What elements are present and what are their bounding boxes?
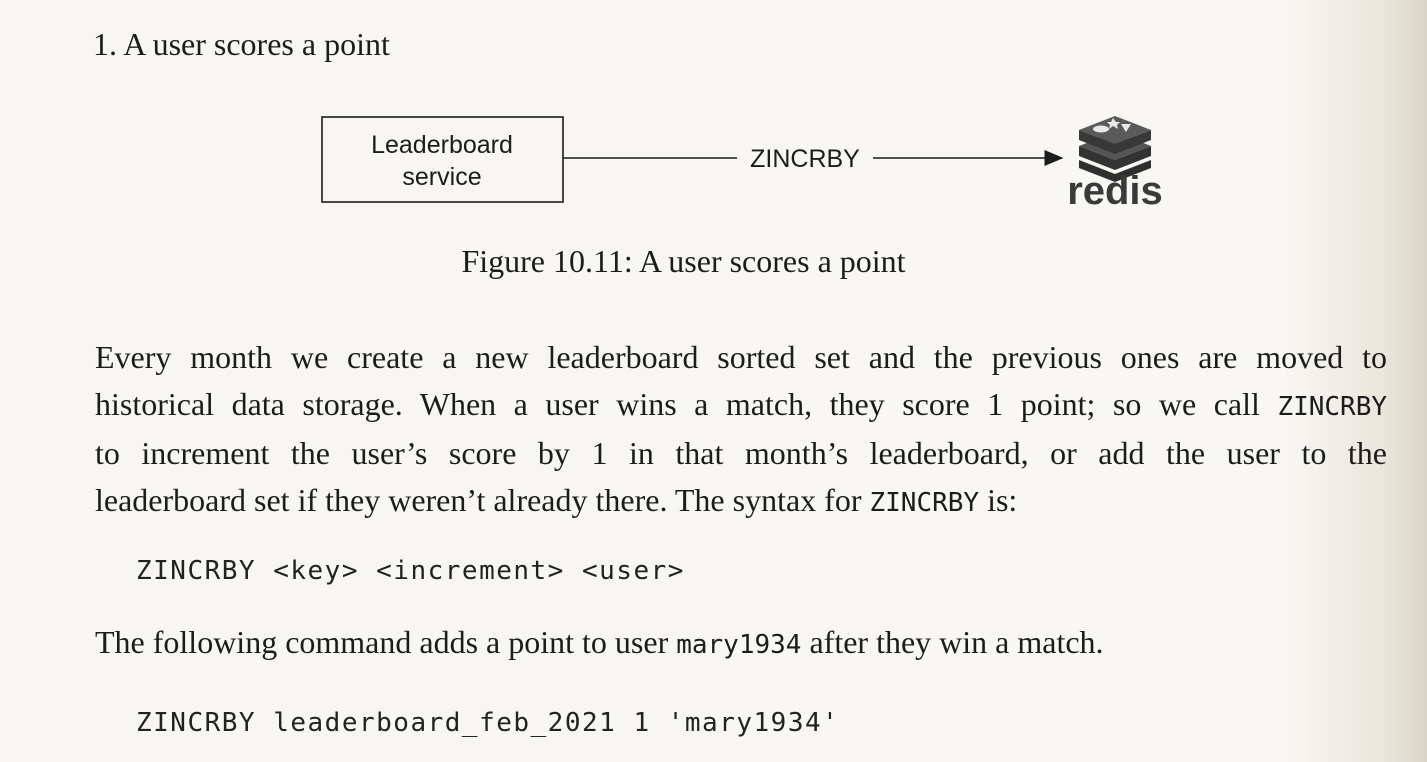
figure-diagram: Leaderboard service ZINCRBY redis — [300, 100, 1200, 230]
step-heading: 1. A user scores a point — [93, 26, 390, 62]
box-label-line2: service — [402, 163, 481, 191]
code-example-block: ZINCRBY leaderboard_feb_2021 1 'mary1934… — [136, 708, 840, 738]
code-syntax-block: ZINCRBY <key> <increment> <user> — [136, 556, 685, 586]
body-paragraph-2: The following command adds a point to us… — [95, 624, 1104, 661]
leaderboard-service-box — [321, 116, 564, 203]
paragraph-line-2-text: historical data storage. When a user win… — [95, 385, 1260, 422]
paragraph-line-3: to increment the user’s score by 1 in th… — [95, 435, 1387, 471]
arrow-label: ZINCRBY — [750, 145, 860, 173]
paragraph2-text-before: The following command adds a point to us… — [95, 624, 669, 660]
inline-code-user: mary1934 — [676, 630, 802, 660]
box-label-line1: Leaderboard — [371, 131, 513, 159]
body-paragraph-1: Every month we create a new leaderboard … — [95, 334, 1387, 526]
paragraph-line-1: Every month we create a new leaderboard … — [95, 339, 1387, 375]
redis-logo-icon — [1079, 116, 1151, 182]
paragraph-line-2: historical data storage. When a user win… — [95, 381, 1387, 431]
inline-code-zincrby-2: ZINCRBY — [869, 487, 980, 518]
inline-code-zincrby: ZINCRBY — [1277, 391, 1388, 422]
paragraph2-text-after: after they win a match. — [809, 624, 1104, 660]
figure-caption: Figure 10.11: A user scores a point — [461, 243, 906, 279]
paragraph-line-4: leaderboard set if they weren’t already … — [95, 477, 1387, 527]
paragraph-line-4-text: leaderboard set if they weren’t already … — [95, 481, 862, 518]
paragraph-line-4-end: is: — [987, 481, 1018, 518]
diagram-svg: Leaderboard service ZINCRBY redis — [321, 116, 1163, 213]
redis-wordmark: redis — [1067, 169, 1163, 213]
